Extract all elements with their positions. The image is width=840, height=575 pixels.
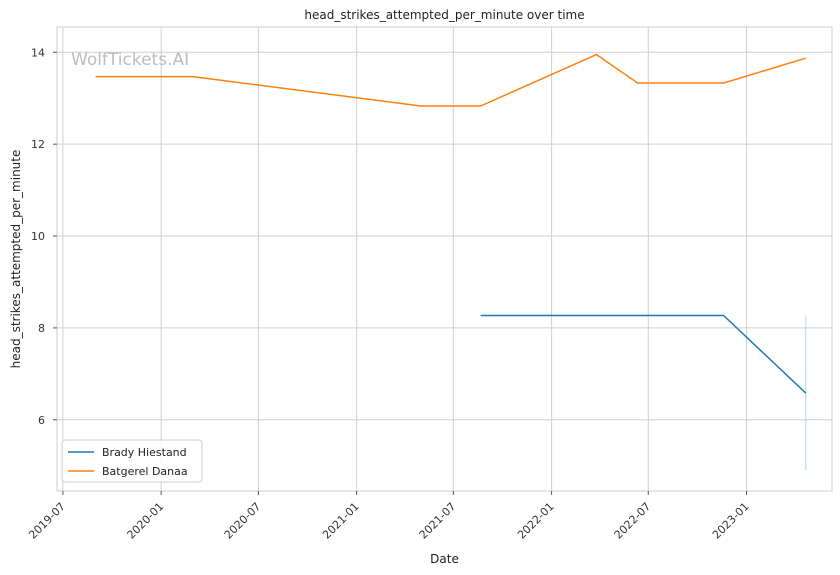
y-tick-label: 8	[38, 322, 45, 335]
chart-title: head_strikes_attempted_per_minute over t…	[304, 8, 584, 22]
series-line-1	[480, 314, 807, 394]
y-tick-label: 10	[31, 230, 45, 243]
legend-label-1: Brady Hiestand	[102, 446, 187, 459]
legend: Brady Hiestand Batgerel Danaa	[61, 439, 203, 483]
y-tick-label: 12	[31, 138, 45, 151]
x-axis-label: Date	[430, 552, 459, 566]
watermark: WolfTickets.AI	[71, 50, 189, 70]
plot-frame	[56, 26, 833, 492]
y-tick-label: 14	[31, 46, 45, 59]
legend-box	[61, 439, 203, 483]
grid	[57, 27, 832, 491]
y-axis: 6 8 10 12 14	[31, 46, 57, 427]
y-axis-label: head_strikes_attempted_per_minute	[9, 150, 23, 369]
series-layer	[95, 53, 807, 471]
series-line-2	[95, 53, 807, 107]
legend-label-2: Batgerel Danaa	[102, 465, 188, 478]
y-tick-label: 6	[38, 414, 45, 427]
